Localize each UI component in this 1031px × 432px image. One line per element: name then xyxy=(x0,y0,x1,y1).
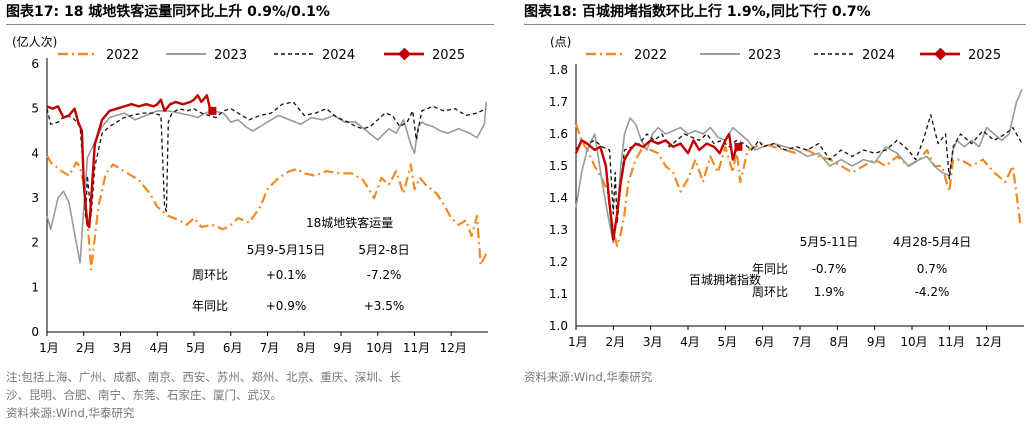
y-tick-label: 2 xyxy=(31,236,39,250)
annotation-col2: 5月2-8日 xyxy=(358,243,409,257)
x-tick-label: 1月 xyxy=(39,341,59,355)
annotation-title: 18城地铁客运量 xyxy=(306,215,393,230)
y-tick-label: 1.1 xyxy=(549,287,568,301)
series-line-2025 xyxy=(46,94,212,229)
annotation-col1: 5月9-5月15日 xyxy=(247,243,326,257)
x-tick-label: 8月 xyxy=(830,335,850,349)
legend-marker-2025 xyxy=(934,47,947,61)
x-tick-label: 5月 xyxy=(186,341,206,355)
x-tick-label: 9月 xyxy=(867,335,887,349)
x-tick-label: 3月 xyxy=(643,335,663,349)
x-tick-label: 10月 xyxy=(900,335,927,349)
annotation-row2-label: 周环比 xyxy=(752,285,788,299)
series-2025-end-marker xyxy=(734,142,743,151)
series-line-2022 xyxy=(46,155,488,271)
series-line-2024 xyxy=(575,114,1023,225)
x-tick-label: 5月 xyxy=(718,335,738,349)
x-tick-label: 11月 xyxy=(403,341,430,355)
annotation-row1-v2: 0.7% xyxy=(917,262,948,276)
x-tick-label: 1月 xyxy=(568,335,588,349)
right-source: 资料来源:Wind,华泰研究 xyxy=(524,370,653,384)
series-line-2024 xyxy=(46,101,487,219)
series-line-2023 xyxy=(46,101,487,264)
annotation-col1: 5月5-11日 xyxy=(800,235,859,249)
y-tick-label: 1 xyxy=(31,280,39,294)
x-tick-label: 12月 xyxy=(975,335,1002,349)
annotation-row2-v2: -4.2% xyxy=(915,285,950,299)
legend-label-2022: 2022 xyxy=(634,48,667,63)
series-line-2022 xyxy=(574,124,1022,248)
y-tick-label: 1.6 xyxy=(549,127,568,141)
legend-label-2022: 2022 xyxy=(106,48,139,63)
y-tick-label: 1.4 xyxy=(549,191,568,205)
y-tick-label: 3 xyxy=(31,191,39,205)
x-tick-label: 7月 xyxy=(792,335,812,349)
y-tick-label: 1.5 xyxy=(549,159,568,173)
x-tick-label: 2月 xyxy=(76,341,96,355)
x-tick-label: 8月 xyxy=(296,341,316,355)
x-tick-label: 6月 xyxy=(223,341,243,355)
y-tick-label: 1.2 xyxy=(549,255,568,269)
x-tick-label: 6月 xyxy=(755,335,775,349)
series-line-2025 xyxy=(574,132,738,241)
legend-marker-2025 xyxy=(398,47,411,61)
y-axis-label: (点) xyxy=(550,35,571,49)
left-footnote-line1: 注:包括上海、广州、成都、南京、西安、苏州、郑州、北京、重庆、深圳、长 xyxy=(6,370,401,384)
annotation-row1-v1: +0.1% xyxy=(266,268,307,282)
y-tick-label: 1.8 xyxy=(549,63,568,77)
y-axis-label: (亿人次) xyxy=(12,34,57,49)
left-source: 资料来源:Wind,华泰研究 xyxy=(6,406,135,420)
y-tick-label: 1.7 xyxy=(549,95,568,109)
annotation-row1-v1: -0.7% xyxy=(812,262,847,276)
x-tick-label: 10月 xyxy=(366,341,393,355)
annotation-row1-label: 周环比 xyxy=(192,268,228,282)
y-tick-label: 1.0 xyxy=(549,319,568,333)
annotation-row2-v1: +0.9% xyxy=(266,299,307,313)
left-metro-chart: (亿人次) 0 1 2 3 4 5 6 1月 2月 3月 4月 5月 6月 7月 8月 9月 10月 11月 12月 2… xyxy=(12,34,488,355)
legend-label-2024: 2024 xyxy=(322,48,355,63)
x-tick-label: 12月 xyxy=(440,341,467,355)
legend-label-2025: 2025 xyxy=(968,48,1001,63)
legend-label-2023: 2023 xyxy=(748,48,781,63)
legend-label-2025: 2025 xyxy=(432,48,465,63)
y-tick-label: 4 xyxy=(31,146,39,160)
left-footnote-line2: 沙、昆明、合肥、南宁、东莞、石家庄、厦门、武汉。 xyxy=(6,388,282,402)
right-footnote: 资料来源:Wind,华泰研究 xyxy=(524,368,1026,386)
left-footnote: 注:包括上海、广州、成都、南京、西安、苏州、郑州、北京、重庆、深圳、长 沙、昆明… xyxy=(6,368,494,422)
x-tick-label: 11月 xyxy=(938,335,965,349)
x-tick-label: 4月 xyxy=(680,335,700,349)
legend-label-2024: 2024 xyxy=(862,48,895,63)
y-tick-label: 0 xyxy=(31,325,39,339)
right-congestion-chart: (点) 1.0 1.1 1.2 1.3 1.4 1.5 1.6 1.7 1.8 1月 2月 3月 4月 5月… xyxy=(549,35,1024,349)
y-tick-label: 6 xyxy=(31,57,39,71)
x-tick-label: 9月 xyxy=(333,341,353,355)
series-2025-end-marker xyxy=(208,106,217,115)
left-chart-title: 图表17: 18 城地铁客运量同环比上升 0.9%/0.1% xyxy=(6,0,494,25)
annotation-row1-v2: -7.2% xyxy=(367,268,402,282)
annotation-col2: 4月28-5月4日 xyxy=(893,235,972,249)
x-tick-label: 4月 xyxy=(149,341,169,355)
annotation-row2-v2: +3.5% xyxy=(364,299,405,313)
x-tick-label: 2月 xyxy=(606,335,626,349)
annotation-title: 百城拥堵指数 xyxy=(689,272,761,287)
y-tick-label: 5 xyxy=(31,102,39,116)
y-tick-label: 1.3 xyxy=(549,223,568,237)
legend-label-2023: 2023 xyxy=(214,48,247,63)
series-line-2023 xyxy=(575,88,1023,244)
right-chart-title: 图表18: 百城拥堵指数环比上行 1.9%,同比下行 0.7% xyxy=(524,0,1026,25)
annotation-row1-label: 年同比 xyxy=(752,262,788,276)
x-tick-label: 7月 xyxy=(260,341,280,355)
annotation-row2-v1: 1.9% xyxy=(814,285,845,299)
annotation-row2-label: 年同比 xyxy=(192,299,228,313)
x-tick-label: 3月 xyxy=(113,341,133,355)
